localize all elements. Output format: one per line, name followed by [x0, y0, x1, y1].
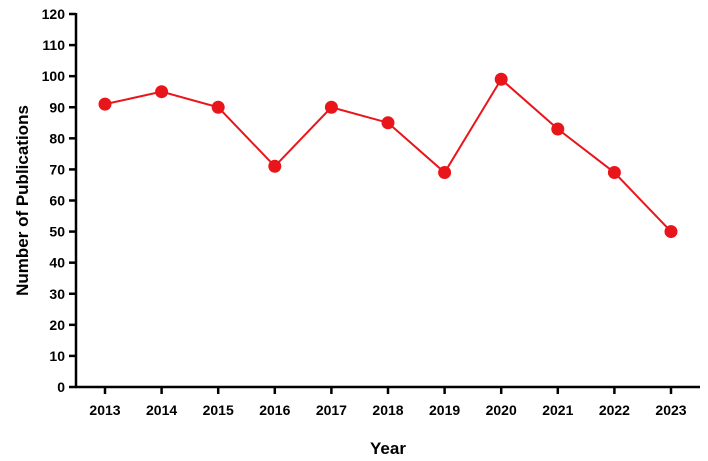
x-tick-label: 2016: [259, 402, 290, 418]
x-axis-title: Year: [370, 439, 406, 458]
y-tick-label: 110: [42, 37, 65, 53]
data-point-2021: [551, 122, 565, 136]
y-tick-label: 90: [49, 99, 65, 115]
data-point-2013: [98, 97, 112, 111]
y-tick-label: 0: [57, 379, 65, 395]
y-tick-label: 80: [49, 130, 65, 146]
y-axis-ticks: 0 10 20 30 40 50 60 70 80 90 100 110 120: [42, 6, 76, 395]
y-tick-label: 120: [42, 6, 66, 22]
y-tick-label: 60: [49, 193, 65, 209]
y-tick-label: 10: [49, 348, 65, 364]
x-tick-label: 2021: [542, 402, 573, 418]
data-point-2022: [607, 166, 621, 180]
data-point-2017: [324, 100, 338, 114]
x-tick-label: 2014: [146, 402, 177, 418]
y-axis-title: Number of Publications: [13, 105, 32, 296]
x-tick-label: 2017: [316, 402, 347, 418]
y-tick-label: 30: [49, 286, 65, 302]
data-point-2023: [664, 225, 678, 239]
data-point-2020: [494, 72, 508, 86]
data-point-2014: [155, 85, 169, 99]
y-tick-label: 40: [49, 255, 65, 271]
data-point-2018: [381, 116, 395, 130]
data-points: [98, 72, 678, 239]
x-tick-label: 2023: [655, 402, 686, 418]
x-tick-label: 2022: [599, 402, 630, 418]
x-tick-label: 2019: [429, 402, 460, 418]
data-point-2015: [211, 100, 225, 114]
data-point-2016: [268, 159, 282, 173]
x-axis-ticks: 2013 2014 2015 2016 2017 2018 2019 2020 2021 2022…: [89, 387, 687, 418]
y-tick-label: 70: [49, 161, 65, 177]
x-tick-label: 2015: [203, 402, 234, 418]
x-tick-label: 2013: [89, 402, 120, 418]
y-tick-label: 50: [49, 224, 65, 240]
x-tick-label: 2020: [486, 402, 517, 418]
x-tick-label: 2018: [372, 402, 403, 418]
y-tick-label: 100: [42, 68, 66, 84]
series-line: [104, 77, 672, 233]
y-tick-label: 20: [49, 317, 65, 333]
data-point-2019: [438, 166, 452, 180]
